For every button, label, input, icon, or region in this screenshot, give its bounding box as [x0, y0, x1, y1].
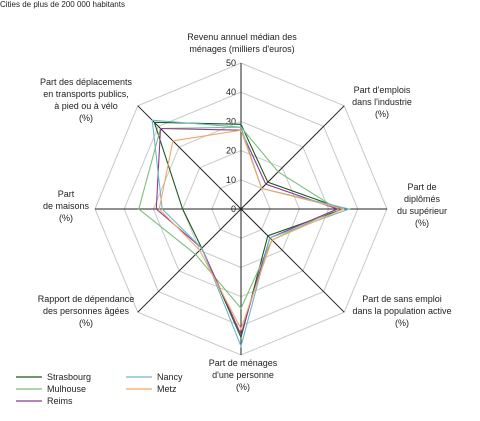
radar-series — [138, 119, 351, 348]
chart-legend: Strasbourg Mulhouse Reims Nancy Metz — [16, 372, 183, 406]
legend-label-strasbourg: Strasbourg — [47, 372, 91, 382]
axis-line-4 — [240, 208, 345, 313]
legend-label-nancy: Nancy — [157, 372, 183, 382]
axis-label-3: Part de diplômés du supérieur (%) — [397, 182, 447, 228]
legend-label-mulhouse: Mulhouse — [47, 384, 86, 394]
tick-label-40: 40 — [226, 87, 236, 97]
legend-label-reims: Reims — [47, 396, 73, 406]
axis-line-2 — [240, 105, 345, 210]
axis-label-7: Part de maisons (%) — [43, 189, 90, 223]
axis-line-6 — [137, 208, 242, 313]
tick-label-20: 20 — [226, 146, 236, 156]
tick-label-10: 10 — [226, 175, 236, 185]
radar-axis-labels: Revenu annuel médian des ménages (millier… — [38, 32, 452, 392]
series-strasbourg — [153, 121, 345, 340]
tick-label-30: 30 — [226, 116, 236, 126]
radar-tick-labels: 0 10 20 30 40 50 — [226, 58, 236, 214]
axis-label-8: Part des déplacements en transports publi… — [40, 77, 133, 123]
series-reims — [155, 127, 339, 337]
series-nancy — [151, 119, 351, 348]
axis-label-4: Part de sans emploi dans la population ac… — [352, 294, 451, 328]
tick-label-50: 50 — [226, 58, 236, 68]
axis-label-5: Part de ménages d'une personne (%) — [209, 358, 278, 392]
series-metz — [158, 129, 345, 331]
page-title: Cities de plus de 200 000 habitants — [0, 0, 125, 9]
series-mulhouse — [138, 126, 339, 310]
axis-label-2: Part d'emplois dans l'industrie (%) — [352, 85, 412, 119]
tick-label-0: 0 — [231, 204, 236, 214]
legend-label-metz: Metz — [157, 384, 177, 394]
axis-label-1: Revenu annuel médian des ménages (millier… — [187, 32, 297, 54]
axis-label-6: Rapport de dépendance des personnes âgées… — [38, 294, 135, 328]
